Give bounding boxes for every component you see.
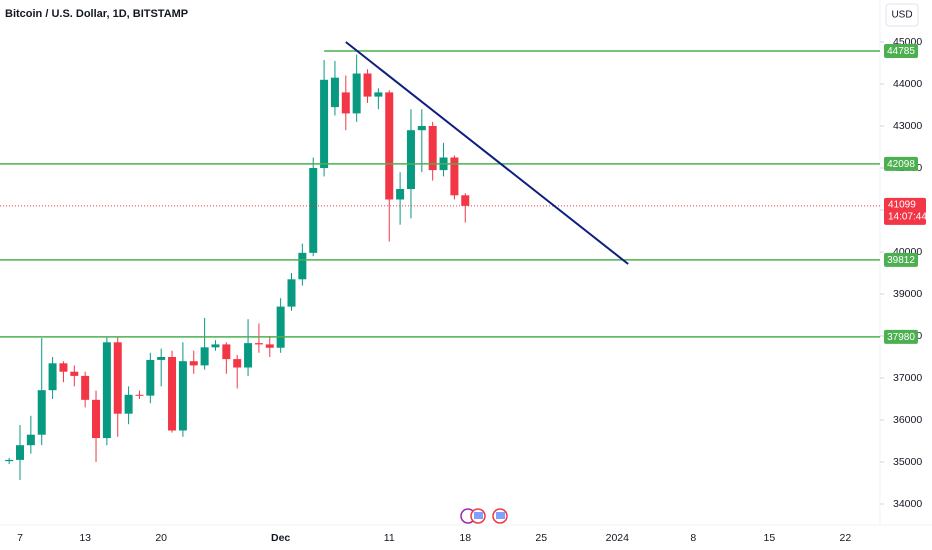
y-tick-label: 36000 [893,414,922,426]
candle-body [406,130,415,189]
candle-body [157,357,166,360]
x-tick-label: 25 [535,532,547,544]
candle-body [200,347,209,366]
level-badge-label: 42098 [887,159,915,170]
candle-body [113,342,122,414]
y-tick-label: 44000 [893,78,922,90]
y-tick-label: 37000 [893,372,922,384]
candle-body [417,126,426,131]
candle-body [461,195,470,206]
candle-body [309,168,318,253]
y-tick-label: 34000 [893,498,922,510]
candle-body [374,92,383,97]
candle-body [244,343,253,368]
candle-body [363,73,372,97]
candle-body [92,399,101,439]
candle-body [37,390,46,435]
bottom-icons [460,508,508,524]
currency-button[interactable] [885,3,919,27]
candle-body [135,394,144,396]
x-tick-label: 13 [79,532,91,544]
candle-body [341,92,350,114]
plot [0,41,880,481]
x-tick-label: 7 [17,532,23,544]
candle-body [330,77,339,108]
level-badge-label: 44785 [887,46,915,57]
candle-body [320,79,329,168]
x-tick-label: 15 [763,532,775,544]
level-badge-label: 37980 [887,332,915,343]
x-tick-label: 20 [155,532,167,544]
candle-body [222,344,231,360]
candle-body [26,434,35,446]
candle-body [70,371,79,376]
candle-body [81,375,90,400]
x-tick-label: 11 [384,532,395,544]
candle-body [298,252,307,280]
x-tick-label: 18 [459,532,471,544]
candle-body [287,279,296,307]
candle-body [450,157,459,196]
price-badge [884,197,926,225]
y-tick-label: 39000 [893,288,922,300]
candle-body [211,344,220,348]
candle-body [385,92,394,200]
candle-body [16,445,24,460]
candle-body [352,73,361,114]
x-tick-label: 2024 [606,532,630,544]
candle-body [124,394,133,414]
countdown-label: 14:07:44 [888,211,927,222]
trend-line [345,41,629,265]
candle-body [233,359,242,368]
y-tick-label: 35000 [893,456,922,468]
candle-body [146,359,155,396]
candle-body [168,357,177,431]
currency-label[interactable]: USD [891,10,912,21]
candle-body [189,361,198,366]
candle-body [396,189,405,200]
level-badge [884,156,918,171]
candle-body [265,344,274,348]
level-badge [884,252,918,267]
candle-body [48,363,57,391]
level-badge [884,329,918,344]
chart-title: Bitcoin / U.S. Dollar, 1D, BITSTAMP [5,8,188,20]
candle-body [5,459,14,462]
candle-body [102,342,111,439]
candle-body [276,306,285,348]
x-tick-label: 22 [840,532,852,544]
price-badge-label: 41099 [888,199,916,210]
x-tick-label: 8 [690,532,696,544]
candle-body [428,126,437,171]
level-badge [884,44,918,59]
candle-body [59,363,68,372]
x-tick-label: Dec [271,532,290,544]
y-tick-label: 43000 [893,120,922,132]
candle-body [178,361,187,431]
candle-body [254,343,263,345]
level-badge-label: 39812 [887,255,915,266]
